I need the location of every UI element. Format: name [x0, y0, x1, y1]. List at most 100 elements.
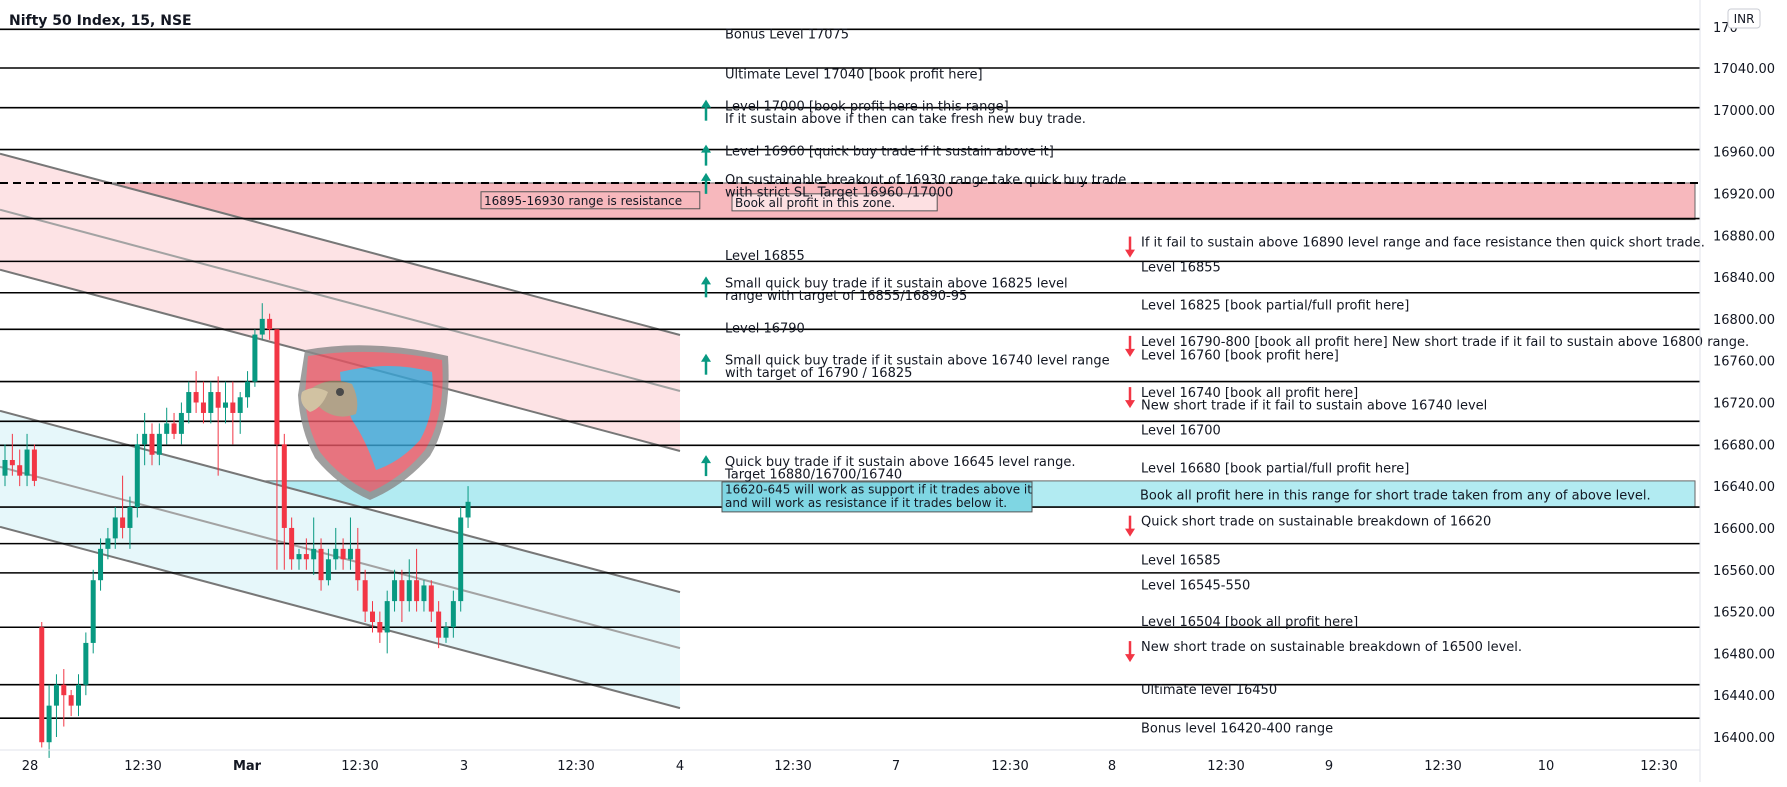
x-tick-label-0: 28	[22, 759, 39, 774]
candle-body-31	[230, 402, 236, 413]
x-tick-label-10: 8	[1108, 759, 1116, 774]
annotation-right-10: Quick short trade on sustainable breakdo…	[1141, 515, 1491, 530]
candle-body-22	[164, 423, 170, 434]
y-tick-label-16: 16400.00	[1713, 731, 1775, 746]
candle-body-58	[428, 585, 434, 612]
y-tick-label-4: 16880.00	[1713, 229, 1775, 244]
channel-line-upper-0	[0, 152, 681, 336]
y-tick-label-11: 16600.00	[1713, 522, 1775, 537]
logo-layer	[298, 345, 449, 500]
candle-body-7	[53, 684, 59, 706]
candle-body-17	[127, 507, 133, 528]
annotation-left-arrow-13-head	[701, 455, 711, 464]
candle-body-20	[149, 433, 155, 455]
y-tick-label-0: 17040.00	[1713, 62, 1775, 77]
y-tick-label-2: 16960.00	[1713, 146, 1775, 161]
annotation-left-5: On sustainable breakout of 16930 range t…	[725, 173, 1126, 188]
candle-body-6	[46, 705, 52, 743]
candle-body-23	[171, 423, 177, 434]
annotation-right-4: Level 16760 [book profit here]	[1141, 348, 1339, 363]
candle-body-38	[281, 444, 287, 528]
x-tick-label-6: 4	[676, 759, 684, 774]
annotation-left-6: with strict SL. Target 16960 /17000	[725, 185, 953, 200]
candle-body-8	[61, 684, 67, 696]
annotation-left-1: Ultimate Level 17040 [book profit here]	[725, 67, 983, 82]
annotation-right-1: Level 16855	[1141, 261, 1221, 276]
y-tick-label-7: 16760.00	[1713, 355, 1775, 370]
annotation-left-arrow-5-head	[701, 172, 711, 181]
candle-body-53	[392, 580, 398, 602]
y-tick-label-12: 16560.00	[1713, 564, 1775, 579]
candle-body-24	[178, 412, 184, 434]
annotation-right-12: Level 16545-550	[1141, 578, 1250, 593]
x-tick-label-5: 12:30	[557, 759, 594, 774]
y-tick-label-10: 16640.00	[1713, 480, 1775, 495]
candle-body-49	[362, 580, 368, 612]
annotation-left-7: Level 16855	[725, 249, 805, 264]
candle-body-42	[311, 548, 317, 560]
annotation-right-arrow-5-head	[1125, 400, 1135, 409]
candle-body-33	[245, 381, 251, 398]
channel-fill-upper	[0, 153, 680, 451]
candle-body-34	[252, 334, 258, 382]
currency-badge[interactable]: INR	[1727, 8, 1761, 29]
annotation-right-7: Level 16700	[1141, 424, 1221, 439]
x-tick-label-15: 12:30	[1640, 759, 1677, 774]
annotation-right-2: Level 16825 [book partial/full profit he…	[1141, 298, 1409, 313]
x-tick-label-1: 12:30	[124, 759, 161, 774]
channel-line-upper-1	[0, 208, 681, 392]
candle-body-32	[237, 397, 243, 413]
candle-body-35	[259, 318, 265, 335]
candle-body-15	[112, 517, 118, 539]
y-tick-label-3: 16920.00	[1713, 187, 1775, 202]
candle-body-48	[355, 548, 361, 581]
channels-layer	[0, 152, 681, 710]
annotation-left-arrow-2-head	[701, 99, 711, 108]
annotation-right-11: Level 16585	[1141, 553, 1221, 568]
y-tick-label-6: 16800.00	[1713, 313, 1775, 328]
chart-title: Nifty 50 Index, 15, NSE	[9, 13, 192, 29]
channel-line-lower-0	[0, 409, 681, 594]
candle-body-30	[223, 402, 228, 408]
candle-body-10	[76, 684, 81, 706]
candle-body-0	[2, 459, 8, 476]
annotation-right-13: Level 16504 [book all profit here]	[1141, 615, 1358, 630]
candle-body-63	[465, 501, 471, 518]
candle-body-1	[9, 459, 15, 466]
candle-body-11	[83, 642, 89, 685]
candle-body-50	[370, 611, 375, 623]
candle-body-27	[200, 402, 206, 413]
candle-body-36	[267, 318, 273, 330]
candle-body-56	[414, 580, 420, 602]
x-tick-label-11: 12:30	[1207, 759, 1244, 774]
annotation-left-arrow-4-head	[701, 144, 711, 153]
annotation-left-13: Quick buy trade if it sustain above 1664…	[725, 455, 1075, 470]
channel-fill-lower	[0, 410, 680, 709]
candle-body-13	[98, 548, 104, 581]
annotation-right-3: Level 16790-800 [book all profit here] N…	[1141, 335, 1749, 350]
candle-body-19	[142, 433, 148, 445]
x-tick-label-13: 12:30	[1424, 759, 1461, 774]
annotation-left-4: Level 16960 [quick buy trade if it susta…	[725, 145, 1054, 160]
candle-body-41	[303, 554, 309, 560]
candle-body-47	[347, 548, 353, 560]
candle-body-62	[458, 517, 464, 602]
candle-body-39	[289, 527, 295, 560]
candle-body-29	[215, 392, 221, 408]
channel-line-lower-2	[0, 525, 681, 710]
annotation-right-15: Ultimate level 16450	[1141, 683, 1277, 698]
x-tick-label-4: 3	[460, 759, 468, 774]
x-tick-label-14: 10	[1538, 759, 1555, 774]
eagle-logo	[298, 345, 449, 500]
annotation-left-8: Small quick buy trade if it sustain abov…	[725, 276, 1068, 291]
candle-body-52	[384, 601, 390, 633]
candle-body-26	[193, 392, 199, 403]
candle-body-46	[340, 548, 346, 560]
candle-body-40	[296, 554, 302, 560]
y-tick-label-13: 16520.00	[1713, 606, 1775, 621]
candle-body-4	[31, 449, 37, 481]
annotation-left-11: Small quick buy trade if it sustain abov…	[725, 354, 1110, 369]
candle-body-51	[377, 622, 383, 633]
